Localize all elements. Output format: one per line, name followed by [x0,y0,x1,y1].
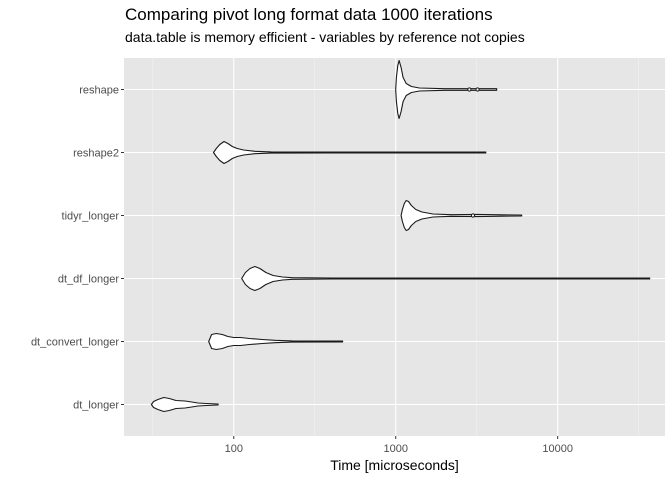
outlier-point [470,213,476,218]
violin-dt_longer [150,396,219,413]
violin-reshape [395,59,498,120]
x-tick-label: 100 [225,443,243,455]
violin-dt_df_longer [241,265,651,292]
x-axis: 100 1000 10000 [225,436,573,455]
x-tick-label: 10000 [542,443,573,455]
violins [150,59,651,413]
y-tick-label: dt_longer [73,400,119,412]
violin-tidyr_longer [400,199,523,232]
plot-panel [124,58,665,436]
y-tick-label: dt_df_longer [58,274,119,286]
y-tick-label: tidyr_longer [62,211,120,223]
y-tick-label: reshape2 [73,148,119,160]
y-axis: reshape reshape2 tidyr_longer dt_df_longerd… [31,85,124,412]
y-tick-label: dt_convert_longer [31,337,119,349]
chart-subtitle: data.table is memory efficient - variabl… [125,29,525,45]
chart-title: Comparing pivot long format data 1000 it… [125,5,493,24]
outlier-point [475,87,480,92]
violin-dt_convert_longer [208,332,344,351]
x-axis-label: Time [microseconds] [330,457,459,473]
grid-minor [152,58,639,436]
violin-reshape2 [212,140,487,165]
outlier-point [467,87,472,92]
y-tick-label: reshape [79,85,119,97]
x-tick-label: 1000 [383,443,407,455]
